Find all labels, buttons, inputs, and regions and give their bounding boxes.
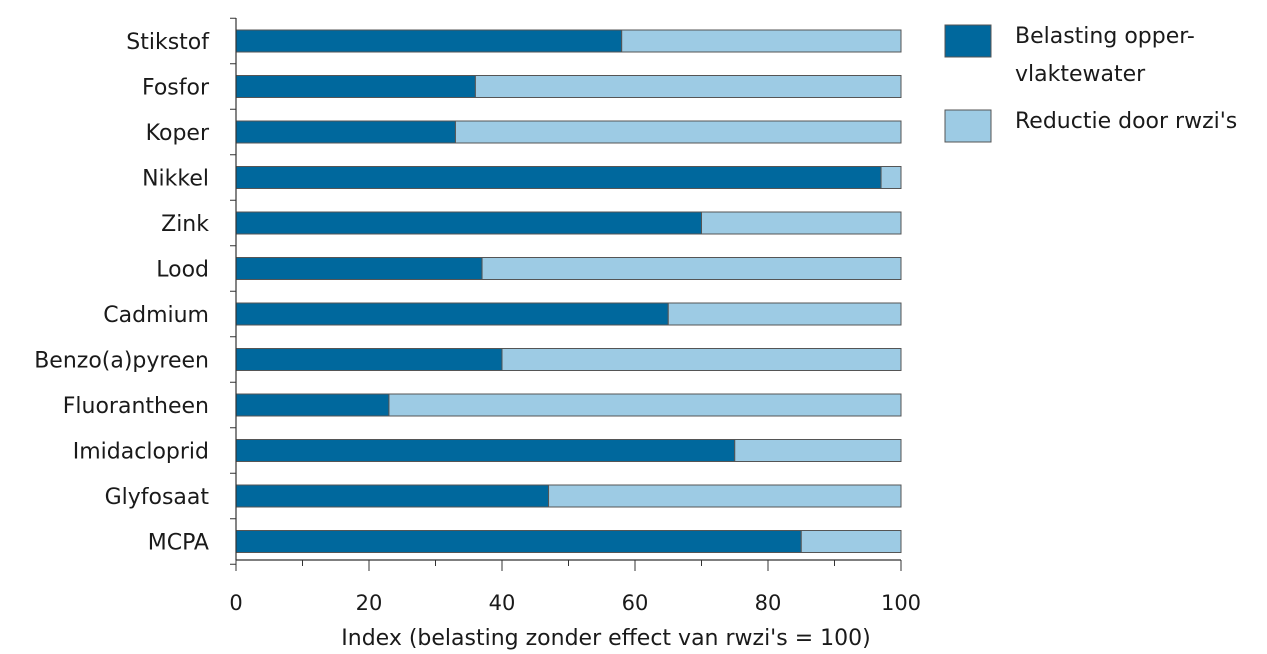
category-label-glyfosaat: Glyfosaat [105,485,210,510]
x-tick-label-100: 100 [881,591,921,615]
category-label-zink: Zink [161,212,209,237]
category-labels: Stikstof Fosfor Koper Nikkel Zink Lood Cadmium… [34,30,210,556]
bar-segment-belasting-2 [235,120,456,144]
x-tick-label-0: 0 [229,591,242,615]
bar-segment-belasting-11 [235,530,802,553]
legend: Belasting opper-vlaktewater Reductie door… [944,24,1237,143]
bar-segment-belasting-8 [235,393,390,417]
bar-segment-belasting-6 [235,302,669,326]
axes: 0 20 40 60 80 100 [229,17,921,615]
bar-segment-belasting-3 [235,166,882,189]
x-tick-label-80: 80 [755,591,782,615]
bar-segment-belasting-0 [235,29,623,53]
x-tick-label-60: 60 [622,591,649,615]
bar-segment-reductie-5 [481,257,902,280]
category-label-fosfor: Fosfor [142,76,210,101]
category-label-benzo-a-pyreen: Benzo(a)pyreen [34,349,209,374]
category-label-cadmium: Cadmium [103,303,209,328]
bar-segment-reductie-0 [621,29,902,53]
bar-segment-reductie-6 [667,302,902,326]
bar-segment-reductie-8 [388,393,902,417]
bar-segment-reductie-7 [501,348,902,371]
bar-segment-reductie-10 [548,484,902,508]
legend-label-belasting: Belasting opper- [1015,24,1195,49]
legend-label-belasting-line2: vlaktewater [1015,62,1146,87]
bar-segment-reductie-2 [454,120,902,144]
bar-segment-reductie-4 [701,211,902,235]
bar-segment-reductie-9 [734,439,902,462]
bars [235,29,902,553]
legend-label-reductie: Reductie door rwzi's [1015,109,1237,134]
bar-segment-belasting-7 [235,348,503,371]
bar-segment-belasting-5 [235,257,483,280]
category-label-fluorantheen: Fluorantheen [63,394,209,419]
bar-segment-reductie-11 [800,530,902,553]
category-label-nikkel: Nikkel [142,167,209,192]
bar-segment-reductie-1 [474,75,902,98]
category-label-lood: Lood [156,258,209,283]
legend-swatch-belasting [944,24,992,58]
bar-segment-belasting-9 [235,439,736,462]
legend-swatch-reductie [944,109,992,143]
bar-segment-belasting-4 [235,211,702,235]
bar-segment-belasting-1 [235,75,476,98]
bar-segment-reductie-3 [880,166,902,189]
category-label-koper: Koper [146,121,210,146]
bar-segment-belasting-10 [235,484,550,508]
category-label-imidacloprid: Imidacloprid [73,440,209,465]
x-axis-title: Index (belasting zonder effect van rwzi'… [341,626,870,651]
x-tick-label-40: 40 [489,591,516,615]
category-label-mcpa: MCPA [148,531,209,556]
x-tick-label-20: 20 [356,591,383,615]
category-label-stikstof: Stikstof [126,30,210,55]
